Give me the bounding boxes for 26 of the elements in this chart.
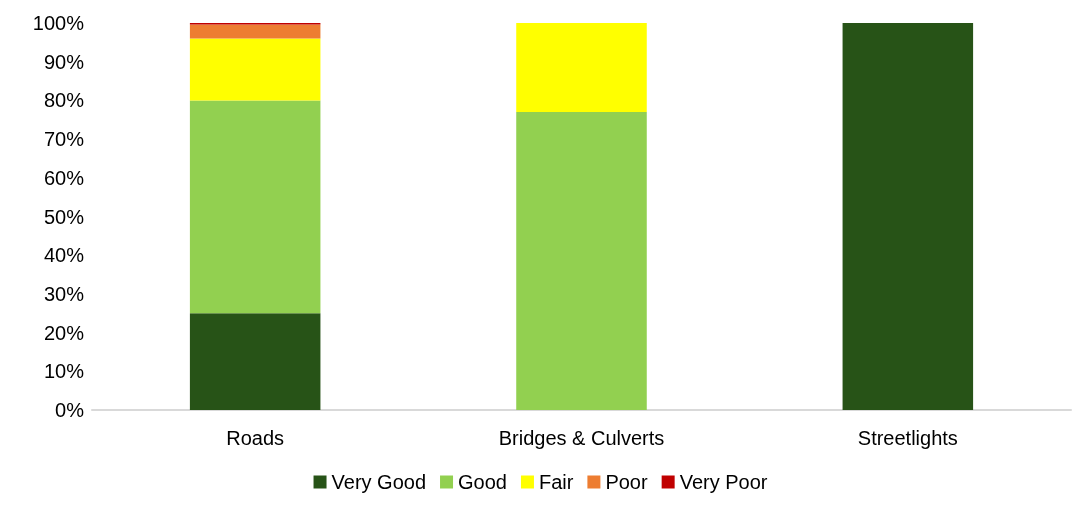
y-tick-label: 70% (43, 128, 85, 151)
y-tick-label: 80% (43, 89, 85, 112)
legend-label: Fair (538, 471, 574, 493)
x-tick-label: Roads (226, 427, 285, 449)
y-tick-label: 90% (43, 50, 85, 73)
y-tick-label: 10% (43, 360, 85, 383)
bar (516, 23, 647, 113)
y-tick-label: 50% (43, 205, 85, 228)
bar (842, 23, 974, 410)
y-tick-label: 60% (43, 166, 85, 189)
legend-label: Good (458, 471, 507, 493)
y-tick-label: 40% (43, 244, 85, 267)
y-tick-label: 0% (55, 399, 85, 421)
y-tick-label: 100% (32, 12, 85, 34)
x-tick-label: Bridges & Culverts (498, 427, 665, 449)
bar (189, 24, 321, 39)
legend-label: Very Good (331, 471, 427, 493)
bar (189, 38, 321, 101)
bar (189, 100, 321, 314)
legend-label: Poor (605, 471, 648, 493)
x-tick-label: Streetlights (857, 427, 958, 449)
legend-label: Very Poor (679, 471, 768, 493)
bar (516, 112, 647, 410)
bar (189, 313, 321, 410)
y-tick-label: 30% (43, 282, 85, 305)
y-tick-label: 20% (43, 321, 85, 344)
